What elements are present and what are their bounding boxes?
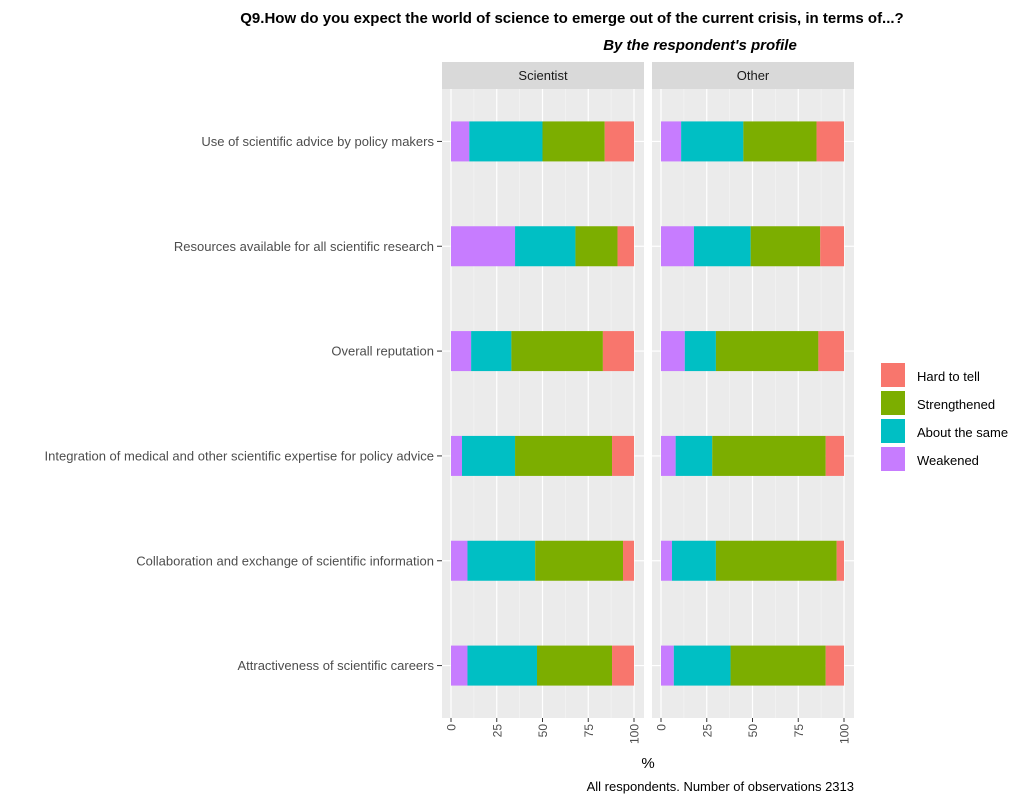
bar-segment — [836, 540, 844, 581]
x-tick-label: 75 — [582, 724, 596, 738]
bar-segment — [825, 435, 844, 476]
bar-segment — [515, 226, 576, 267]
bar-segment — [671, 540, 716, 581]
bar-segment — [542, 121, 605, 162]
bar-segment — [623, 540, 634, 581]
legend-color-key — [881, 419, 905, 443]
x-tick-label: 0 — [445, 724, 459, 731]
bar-segment — [661, 645, 674, 686]
bar-segment — [451, 226, 516, 267]
bar-segment — [684, 331, 716, 372]
bar-segment — [661, 540, 672, 581]
bar-segment — [675, 435, 713, 476]
bar-segment — [451, 435, 462, 476]
y-tick-label: Attractiveness of scientific careers — [237, 658, 434, 673]
y-tick-label: Integration of medical and other scienti… — [45, 448, 434, 463]
x-axis-title: % — [641, 755, 654, 772]
chart-caption: All respondents. Number of observations … — [586, 779, 854, 794]
bar-segment — [612, 435, 634, 476]
bar-segment — [661, 435, 676, 476]
chart-title: Q9.How do you expect the world of scienc… — [240, 10, 904, 27]
y-tick-label: Overall reputation — [331, 344, 434, 359]
y-tick-label: Resources available for all scientific r… — [174, 239, 434, 254]
bar-segment — [451, 121, 470, 162]
bar-segment — [612, 645, 634, 686]
bar-segment — [451, 540, 468, 581]
x-tick-label: 25 — [700, 724, 714, 738]
bar-segment — [743, 121, 817, 162]
bar-segment — [535, 540, 624, 581]
bar-segment — [604, 121, 634, 162]
facet-label: Other — [737, 68, 770, 83]
bar-segment — [661, 121, 682, 162]
bar-segment — [511, 331, 603, 372]
y-tick-label: Collaboration and exchange of scientific… — [136, 553, 434, 568]
legend-label: Hard to tell — [917, 369, 980, 384]
bar-segment — [515, 435, 613, 476]
bar-segment — [617, 226, 634, 267]
legend-label: About the same — [917, 425, 1009, 440]
legend-label: Weakened — [917, 453, 979, 468]
bar-segment — [602, 331, 634, 372]
legend-label: Strengthened — [917, 397, 996, 412]
x-tick-label: 75 — [792, 724, 806, 738]
bar-segment — [451, 645, 468, 686]
bar-segment — [471, 331, 512, 372]
bar-segment — [537, 645, 613, 686]
x-tick-label: 50 — [536, 724, 550, 738]
facet-strip — [442, 62, 644, 89]
facet-strip — [652, 62, 854, 89]
bar-segment — [661, 331, 685, 372]
x-tick-label: 0 — [655, 724, 669, 731]
bar-segment — [467, 645, 538, 686]
legend-color-key — [881, 447, 905, 471]
bar-segment — [575, 226, 618, 267]
facet-label: Scientist — [518, 68, 568, 83]
bar-segment — [451, 331, 472, 372]
bar-segment — [661, 226, 694, 267]
bar-segment — [715, 540, 837, 581]
bar-segment — [469, 121, 543, 162]
y-tick-label: Use of scientific advice by policy maker… — [201, 134, 434, 149]
legend-color-key — [881, 391, 905, 415]
bar-segment — [467, 540, 536, 581]
bar-segment — [461, 435, 516, 476]
x-tick-label: 50 — [746, 724, 760, 738]
bar-segment — [730, 645, 826, 686]
bar-segment — [715, 331, 819, 372]
bar-segment — [712, 435, 826, 476]
bar-segment — [681, 121, 744, 162]
x-tick-label: 100 — [628, 724, 642, 744]
bar-segment — [820, 226, 844, 267]
legend-color-key — [881, 363, 905, 387]
bar-segment — [818, 331, 844, 372]
chart-subtitle: By the respondent's profile — [603, 37, 797, 54]
bar-segment — [693, 226, 751, 267]
x-tick-label: 100 — [838, 724, 852, 744]
bar-segment — [673, 645, 731, 686]
bar-segment — [825, 645, 844, 686]
bar-segment — [816, 121, 844, 162]
x-tick-label: 25 — [490, 724, 504, 738]
bar-segment — [750, 226, 821, 267]
